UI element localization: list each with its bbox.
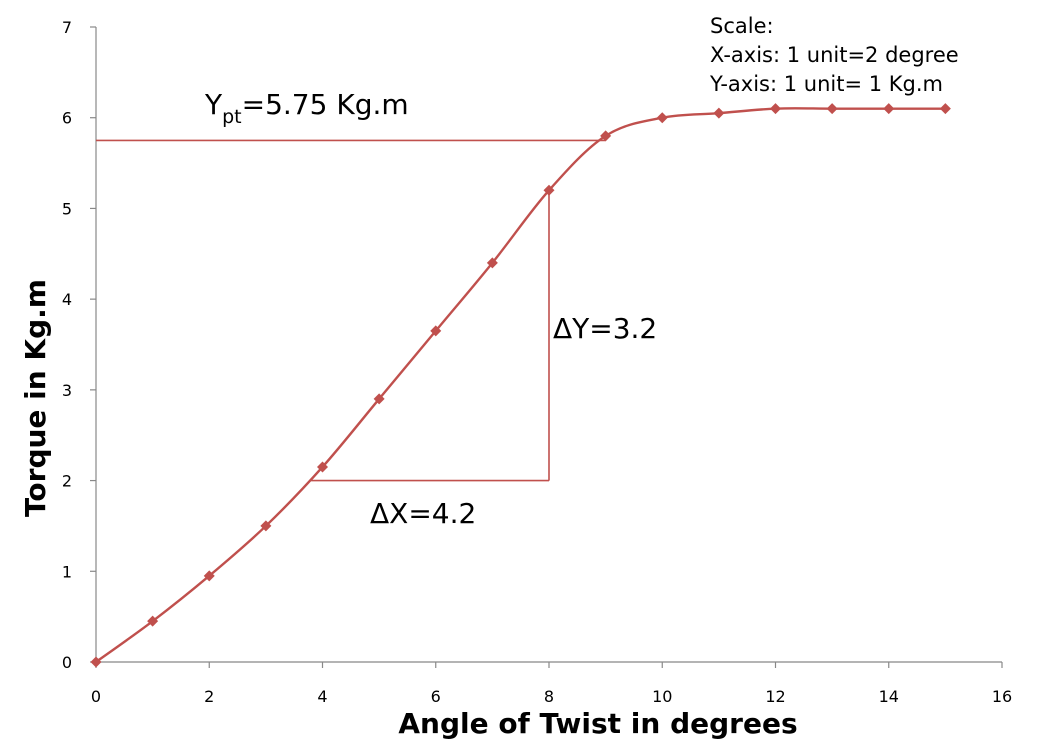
- data-point-marker: [939, 103, 951, 115]
- y-axis-title: Torque in Kg.m: [19, 279, 52, 517]
- x-tick-label: 0: [91, 687, 101, 706]
- data-point-marker: [600, 130, 612, 142]
- data-point-marker: [826, 103, 838, 115]
- x-tick-label: 6: [431, 687, 441, 706]
- data-point-marker: [90, 656, 102, 668]
- scale-note-line-1: Scale:: [710, 14, 774, 38]
- data-point-marker: [713, 107, 725, 119]
- y-tick-label: 0: [62, 653, 72, 672]
- x-tick-label: 10: [652, 687, 672, 706]
- data-point-marker: [260, 520, 272, 532]
- data-point-marker: [430, 325, 442, 337]
- yield-label-main: Y: [204, 88, 223, 121]
- x-tick-label: 2: [204, 687, 214, 706]
- yield-label: Ypt=5.75 Kg.m: [204, 88, 409, 128]
- x-tick-label: 12: [765, 687, 785, 706]
- y-tick-label: 7: [62, 18, 72, 37]
- series-line: [95, 107, 946, 663]
- data-point-marker: [203, 570, 215, 582]
- y-tick-label: 6: [62, 109, 72, 128]
- data-point-marker: [770, 103, 781, 115]
- data-point-marker: [373, 393, 385, 405]
- yield-label-rest: =5.75 Kg.m: [242, 88, 409, 121]
- y-tick-label: 5: [62, 199, 72, 218]
- data-point-marker: [147, 615, 159, 627]
- y-tick-label: 4: [62, 290, 72, 309]
- delta-x-label: ΔX=4.2: [370, 497, 476, 530]
- x-tick-label: 8: [544, 687, 554, 706]
- data-point-marker: [656, 112, 668, 124]
- scale-note-line-2: X-axis: 1 unit=2 degree: [710, 43, 959, 67]
- x-tick-label: 16: [992, 687, 1012, 706]
- x-tick-label: 14: [879, 687, 899, 706]
- data-point-marker: [543, 184, 555, 196]
- y-tick-label: 2: [62, 472, 72, 491]
- yield-label-sub: pt: [222, 106, 242, 128]
- scale-note-line-3: Y-axis: 1 unit= 1 Kg.m: [709, 72, 943, 96]
- annotations: [96, 139, 606, 482]
- y-tick-label: 1: [62, 562, 72, 581]
- y-tick-label: 3: [62, 381, 72, 400]
- series-layer: [90, 103, 951, 668]
- data-point-marker: [883, 103, 895, 115]
- data-point-marker: [486, 257, 498, 269]
- x-axis-title: Angle of Twist in degrees: [398, 707, 797, 740]
- delta-y-label: ΔY=3.2: [553, 312, 657, 345]
- data-point-marker: [317, 461, 328, 473]
- x-tick-label: 4: [317, 687, 327, 706]
